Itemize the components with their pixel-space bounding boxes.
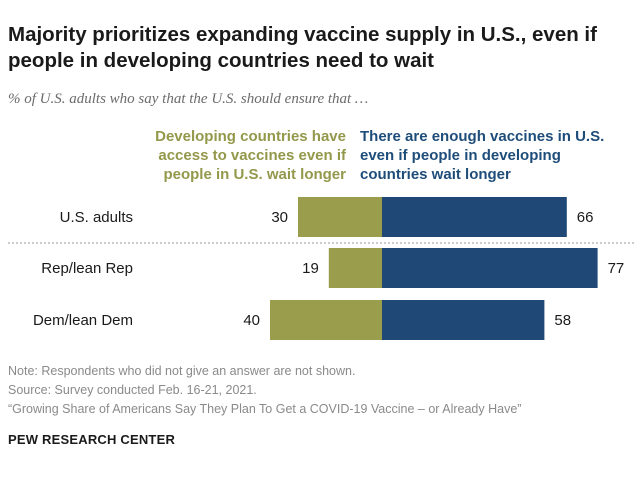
data-label-us-supply-dem-lean-dem: 58 bbox=[554, 312, 571, 329]
source-text: Source: Survey conducted Feb. 16-21, 202… bbox=[8, 383, 257, 397]
note-text: Note: Respondents who did not give an an… bbox=[8, 364, 356, 378]
data-label-developing-rep-lean-rep: 19 bbox=[302, 260, 319, 277]
data-label-developing-dem-lean-dem: 40 bbox=[243, 312, 260, 329]
diverging-bar-chart: U.S. adults 30 66 Rep/lean Rep 19 77 Dem/lean … bbox=[8, 197, 636, 340]
bar-us-supply-dem-lean-dem bbox=[382, 300, 545, 340]
bar-us-supply-u-s-adults bbox=[382, 197, 567, 237]
notes-block: Note: Respondents who did not give an an… bbox=[8, 362, 521, 419]
data-label-us-supply-u-s-adults: 66 bbox=[577, 209, 594, 226]
chart-subtitle: % of U.S. adults who say that the U.S. s… bbox=[8, 91, 369, 107]
bar-developing-dem-lean-dem bbox=[270, 300, 382, 340]
category-label-u-s-adults: U.S. adults bbox=[60, 209, 133, 226]
legend-developing-countries: Developing countries have access to vacc… bbox=[155, 128, 346, 183]
chart-title: Majority prioritizes expanding vaccine s… bbox=[8, 23, 597, 72]
category-label-rep-lean-rep: Rep/lean Rep bbox=[41, 260, 133, 277]
bar-developing-u-s-adults bbox=[298, 197, 382, 237]
report-title-text: “Growing Share of Americans Say They Pla… bbox=[8, 402, 522, 416]
legend-enough-vaccines-us: There are enough vaccines in U.S. even i… bbox=[360, 128, 605, 183]
bar-us-supply-rep-lean-rep bbox=[382, 248, 598, 288]
brand-label: PEW RESEARCH CENTER bbox=[8, 432, 176, 447]
category-label-dem-lean-dem: Dem/lean Dem bbox=[33, 312, 133, 329]
bar-developing-rep-lean-rep bbox=[328, 248, 382, 288]
data-label-us-supply-rep-lean-rep: 77 bbox=[608, 260, 625, 277]
data-label-developing-u-s-adults: 30 bbox=[271, 209, 288, 226]
